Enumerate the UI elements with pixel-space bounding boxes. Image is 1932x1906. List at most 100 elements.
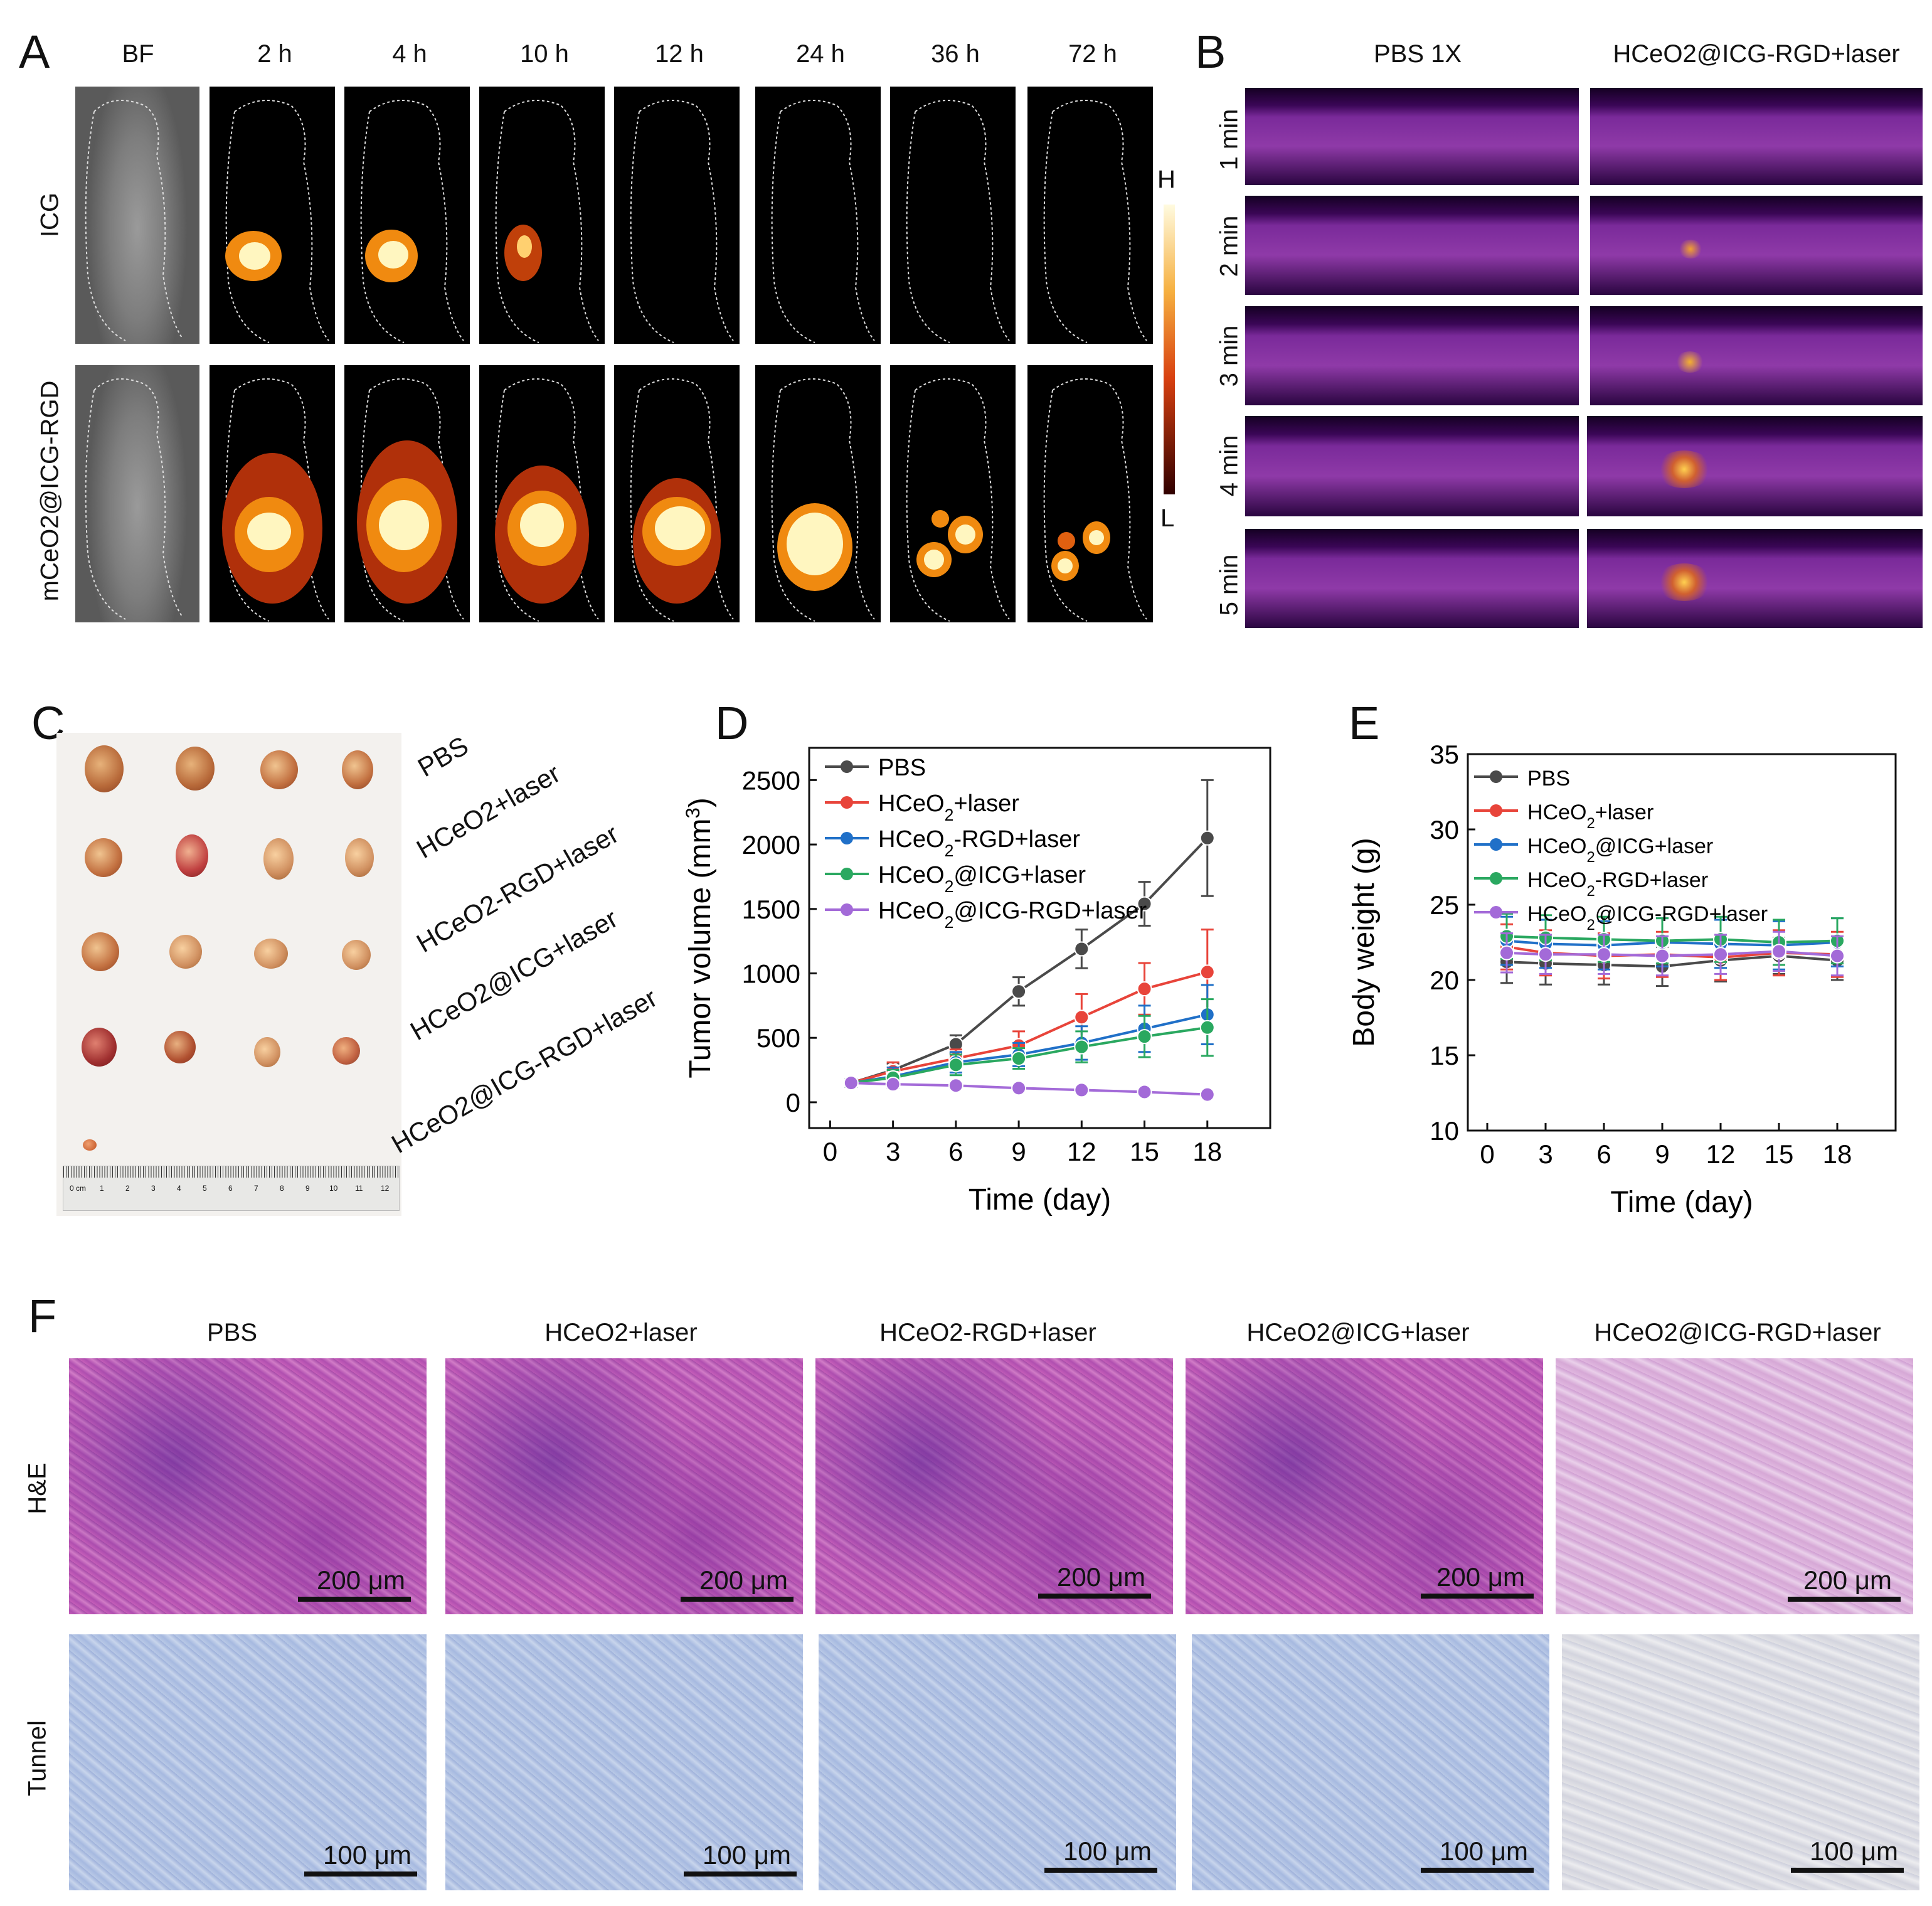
scale-bar [1791, 1868, 1904, 1873]
x-tick-label: 0 [1480, 1139, 1494, 1169]
legend-label: HCeO2@ICG-RGD+laser [878, 898, 1147, 932]
ruler-tick: 8 [280, 1184, 284, 1193]
x-axis-label: Time (day) [969, 1183, 1112, 1217]
y-tick-label: 25 [1430, 890, 1459, 920]
ruler-tick: 2 [125, 1184, 130, 1193]
scale-label: 200 μm [317, 1565, 405, 1595]
fluor-icg-36h [890, 87, 1016, 344]
data-point [1074, 1009, 1090, 1025]
data-point [1830, 948, 1845, 964]
panel-label-f: F [28, 1290, 57, 1342]
col-title-f: HCeO2+laser [544, 1319, 698, 1346]
scale-bar [1038, 1594, 1151, 1599]
plot-frame [1467, 753, 1897, 1132]
x-tick-label: 9 [1655, 1139, 1669, 1169]
legend-label: HCeO2+laser [1527, 801, 1653, 832]
thermal-pbs-2min [1245, 196, 1579, 295]
y-tick-label: 1000 [742, 959, 800, 988]
x-tick-label: 3 [1538, 1139, 1552, 1169]
y-tick-label: 35 [1430, 740, 1459, 769]
thermal-treat-4min [1587, 416, 1923, 516]
scale-bar [298, 1597, 411, 1602]
data-point [1199, 1020, 1215, 1035]
data-point [1199, 964, 1215, 980]
panel-label-d: D [715, 697, 749, 749]
tunnel-image-hceo2-icg-rgd-laser: 100 μm [1562, 1634, 1919, 1890]
scale-label: 100 μm [1810, 1836, 1898, 1866]
row-label-tunnel: Tunnel [23, 1720, 51, 1796]
legend-label: HCeO2@ICG+laser [1527, 834, 1713, 866]
ruler-tick: 9 [305, 1184, 310, 1193]
chart-tumor-volume: 0 3 6 9 12 15 18 0 500 1000 1500 2000 2500 Time (day)… [682, 747, 1271, 1217]
row-label-1min: 1 min [1215, 109, 1243, 171]
ruler-tick: 4 [177, 1184, 181, 1193]
col-title-36h: 36 h [931, 40, 980, 68]
scale-label: 200 μm [1803, 1565, 1892, 1595]
fluor-mceo2-2h [210, 365, 335, 622]
data-point [1074, 1039, 1090, 1055]
row-label-mceo2-icg-rgd: mCeO2@ICG-RGD [36, 380, 64, 602]
y-tick-label: 20 [1430, 966, 1459, 995]
x-tick-label: 18 [1192, 1137, 1222, 1166]
fluor-icg-2h [210, 87, 335, 344]
row-label-4min: 4 min [1215, 435, 1243, 497]
scale-bar [1788, 1597, 1901, 1602]
legend-marker [1490, 872, 1502, 885]
x-tick-label: 9 [1011, 1137, 1026, 1166]
col-title-f: HCeO2@ICG-RGD+laser [1594, 1319, 1881, 1346]
y-axis-label: Tumor volume (mm3) [682, 797, 718, 1078]
tunnel-image-hceo2-rgd-laser: 100 μm [819, 1634, 1176, 1890]
ruler-tick: 12 [381, 1184, 390, 1193]
y-tick-label: 1500 [742, 895, 800, 924]
legend-marker [841, 796, 853, 809]
data-point [1011, 1051, 1027, 1067]
y-tick-label: 500 [756, 1023, 800, 1053]
scale-bar [681, 1597, 794, 1602]
legend-marker [1490, 838, 1502, 851]
scale-bar [1421, 1594, 1534, 1599]
data-point [1011, 1080, 1027, 1096]
x-tick-label: 12 [1067, 1137, 1096, 1166]
thermal-treat-1min [1590, 88, 1923, 185]
ruler: 0 cm 1 2 3 4 5 6 7 8 9 10 11 12 [63, 1166, 400, 1211]
scale-bar [1044, 1868, 1157, 1873]
he-image-hceo2-icg-rgd-laser: 200 μm [1556, 1358, 1913, 1614]
thermal-pbs-5min [1245, 529, 1579, 628]
legend-marker [841, 760, 853, 773]
plot-frame [808, 747, 1271, 1129]
data-point [1137, 981, 1152, 997]
legend-marker [841, 903, 853, 916]
fluor-mceo2-72h [1027, 365, 1153, 622]
tumor-photo: 0 cm 1 2 3 4 5 6 7 8 9 10 11 12 [56, 733, 401, 1216]
fluor-icg-10h [479, 87, 605, 344]
row-label-3min: 3 min [1215, 325, 1243, 387]
fluor-mceo2-4h [344, 365, 470, 622]
data-point [1137, 1029, 1152, 1045]
panel-label-e: E [1349, 697, 1380, 749]
scale-label: 100 μm [1440, 1836, 1528, 1866]
legend-marker [1490, 804, 1502, 817]
ruler-tick: 1 [100, 1184, 104, 1193]
panel-label-b: B [1195, 26, 1226, 78]
row-label-he: H&E [23, 1462, 51, 1515]
thermal-treat-5min [1587, 529, 1923, 628]
col-title-f: HCeO2@ICG+laser [1246, 1319, 1470, 1346]
data-point [948, 1057, 963, 1073]
row-label-icg: ICG [36, 192, 64, 238]
tunnel-image-hceo2-laser: 100 μm [445, 1634, 803, 1890]
legend-label: HCeO2-RGD+laser [1527, 868, 1708, 900]
x-tick-label: 12 [1706, 1139, 1736, 1169]
ruler-tick: 7 [254, 1184, 258, 1193]
scale-label: 200 μm [699, 1565, 788, 1595]
fluor-mceo2-12h [614, 365, 740, 622]
data-point [948, 1078, 963, 1094]
panel-label-a: A [19, 26, 50, 78]
legend-label: PBS [878, 755, 926, 781]
row-label-5min: 5 min [1215, 554, 1243, 616]
tunnel-image-hceo2-icg-laser: 100 μm [1192, 1634, 1549, 1890]
tunnel-image-pbs: 100 μm [69, 1634, 427, 1890]
fluor-icg-12h [614, 87, 740, 344]
colorbar-high-label: H [1157, 166, 1176, 193]
series-line [1506, 954, 1838, 968]
thermal-pbs-4min [1245, 416, 1579, 516]
